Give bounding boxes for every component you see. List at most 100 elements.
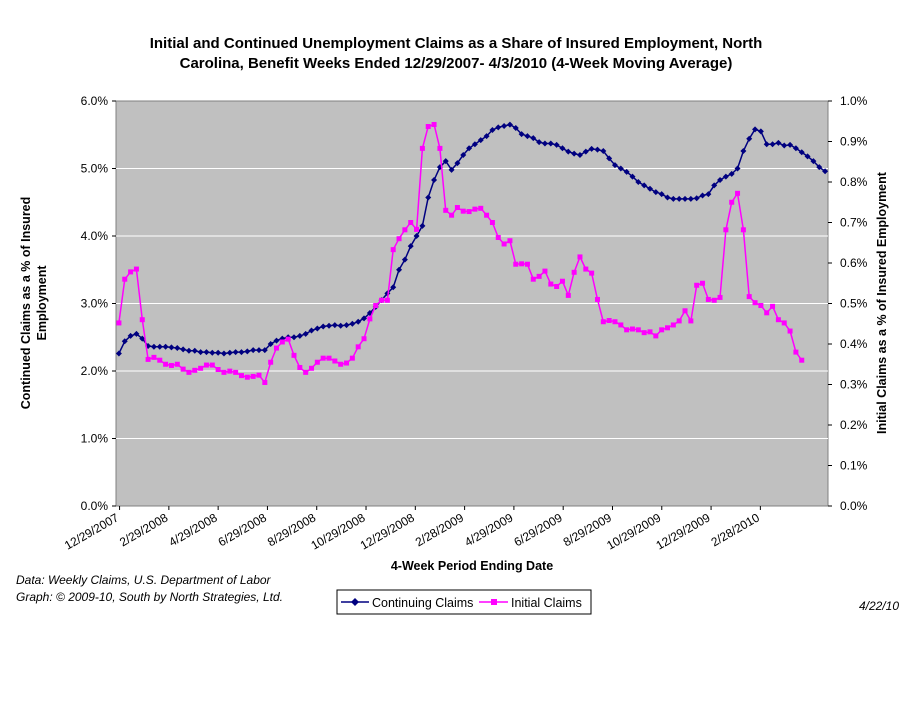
continuing-claims-point xyxy=(168,344,175,351)
continuing-claims-point xyxy=(717,176,724,183)
continuing-claims-point xyxy=(652,189,659,196)
initial-claims-point xyxy=(437,145,443,151)
initial-claims-point xyxy=(524,261,530,267)
initial-claims-point xyxy=(203,362,209,368)
continuing-claims-point xyxy=(273,337,280,344)
initial-claims-point xyxy=(659,327,665,333)
continuing-claims-point xyxy=(302,330,309,337)
continuing-claims-point xyxy=(133,330,140,337)
initial-claims-point xyxy=(513,261,519,267)
continuing-claims-point xyxy=(536,139,543,146)
continuing-claims-point xyxy=(571,150,578,157)
initial-claims-point xyxy=(694,282,700,288)
initial-claims-point xyxy=(478,205,484,211)
continuing-claims-point xyxy=(185,347,192,354)
right-tick-label: 0.4% xyxy=(840,337,868,351)
left-tick-label: 0.0% xyxy=(81,499,109,513)
x-tick-label: 4/29/2009 xyxy=(462,510,516,549)
initial-claims-point xyxy=(128,269,134,275)
initial-claims-point xyxy=(174,361,180,367)
initial-claims-point xyxy=(752,300,758,306)
right-tick-label: 0.9% xyxy=(840,135,868,149)
initial-claims-point xyxy=(279,339,285,345)
continuing-claims-point xyxy=(647,185,653,192)
continuing-claims-point xyxy=(425,194,432,201)
continuing-claims-point xyxy=(174,345,181,352)
initial-claims-point xyxy=(799,357,805,363)
x-tick-label: 4/29/2008 xyxy=(166,510,220,549)
initial-claims-point xyxy=(705,296,711,302)
continuing-claims-point xyxy=(396,266,403,273)
continuing-claims-point xyxy=(752,126,759,133)
initial-claims-point xyxy=(425,124,431,130)
continuing-claims-point xyxy=(541,140,548,147)
initial-claims-point xyxy=(250,373,256,379)
initial-claims-point xyxy=(729,199,735,205)
left-tick-label: 4.0% xyxy=(81,229,109,243)
initial-claims-point xyxy=(775,317,781,323)
right-tick-label: 0.1% xyxy=(840,459,868,473)
initial-claims-point xyxy=(116,320,122,326)
continuing-claims-point xyxy=(448,166,455,173)
continuing-claims-point xyxy=(150,343,157,350)
x-tick-label: 2/28/2010 xyxy=(709,510,763,549)
continuing-claims-point xyxy=(343,322,350,329)
initial-claims-point xyxy=(665,325,671,331)
initial-claims-point xyxy=(157,357,163,363)
continuing-claims-point xyxy=(810,158,817,165)
continuing-claims-point xyxy=(787,141,794,148)
initial-claims-point xyxy=(303,369,309,375)
initial-claims-point xyxy=(168,362,174,368)
continuing-claims-point xyxy=(215,349,222,356)
initial-claims-point xyxy=(670,322,676,328)
initial-claims-point xyxy=(635,327,641,333)
continuing-claims-point xyxy=(658,191,665,198)
initial-claims-point xyxy=(548,281,554,287)
continuing-claims-point xyxy=(431,176,438,183)
initial-claims-point xyxy=(519,261,525,267)
continuing-claims-point xyxy=(331,322,338,329)
initial-claims-point xyxy=(472,206,478,212)
continuing-claims-point xyxy=(804,153,811,160)
initial-claims-point xyxy=(396,236,402,242)
initial-claims-point xyxy=(431,121,437,127)
initial-claims-point xyxy=(291,352,297,358)
initial-claims-point xyxy=(647,329,653,335)
continuing-claims-point xyxy=(483,133,490,140)
initial-claims-point xyxy=(273,345,279,351)
initial-claims-point xyxy=(612,319,618,325)
continuing-claims-point xyxy=(740,147,747,154)
continuing-claims-point xyxy=(687,195,694,202)
initial-claims-point xyxy=(740,227,746,233)
series-layer xyxy=(115,121,829,385)
initial-claims-point xyxy=(361,336,367,342)
chart-title-line2: Carolina, Benefit Weeks Ended 12/29/2007… xyxy=(180,55,733,72)
continuing-claims-point xyxy=(565,148,572,155)
continuing-claims-point xyxy=(127,332,134,339)
continuing-claims-point xyxy=(734,165,741,172)
initial-claims-point xyxy=(256,372,262,378)
x-tick-label: 12/29/2009 xyxy=(654,510,713,552)
x-axis-ticks: 12/29/20072/29/20084/29/20086/29/20088/2… xyxy=(62,506,762,553)
x-tick-label: 10/29/2008 xyxy=(309,510,368,552)
initial-claims-point xyxy=(507,238,513,244)
initial-claims-point xyxy=(460,208,466,214)
continuing-claims-point xyxy=(361,315,368,322)
continuing-claims-point xyxy=(641,182,648,189)
initial-claims-point xyxy=(151,354,157,360)
continuing-claims-point xyxy=(623,168,630,175)
initial-claims-point xyxy=(443,207,449,213)
initial-claims-point xyxy=(653,333,659,339)
continuing-claims-point xyxy=(466,145,473,152)
continuing-claims-point xyxy=(244,348,251,355)
initial-claims-point xyxy=(489,220,495,225)
left-tick-label: 5.0% xyxy=(81,162,109,176)
initial-claims-point xyxy=(449,212,455,218)
x-axis-label: 4-Week Period Ending Date xyxy=(391,559,553,573)
continuing-claims-point xyxy=(757,128,764,135)
initial-claims-point xyxy=(244,374,250,380)
continuing-claims-point xyxy=(460,152,467,158)
continuing-claims-point xyxy=(576,152,583,158)
initial-claims-point xyxy=(122,276,128,282)
continuing-claims-point xyxy=(115,350,122,357)
